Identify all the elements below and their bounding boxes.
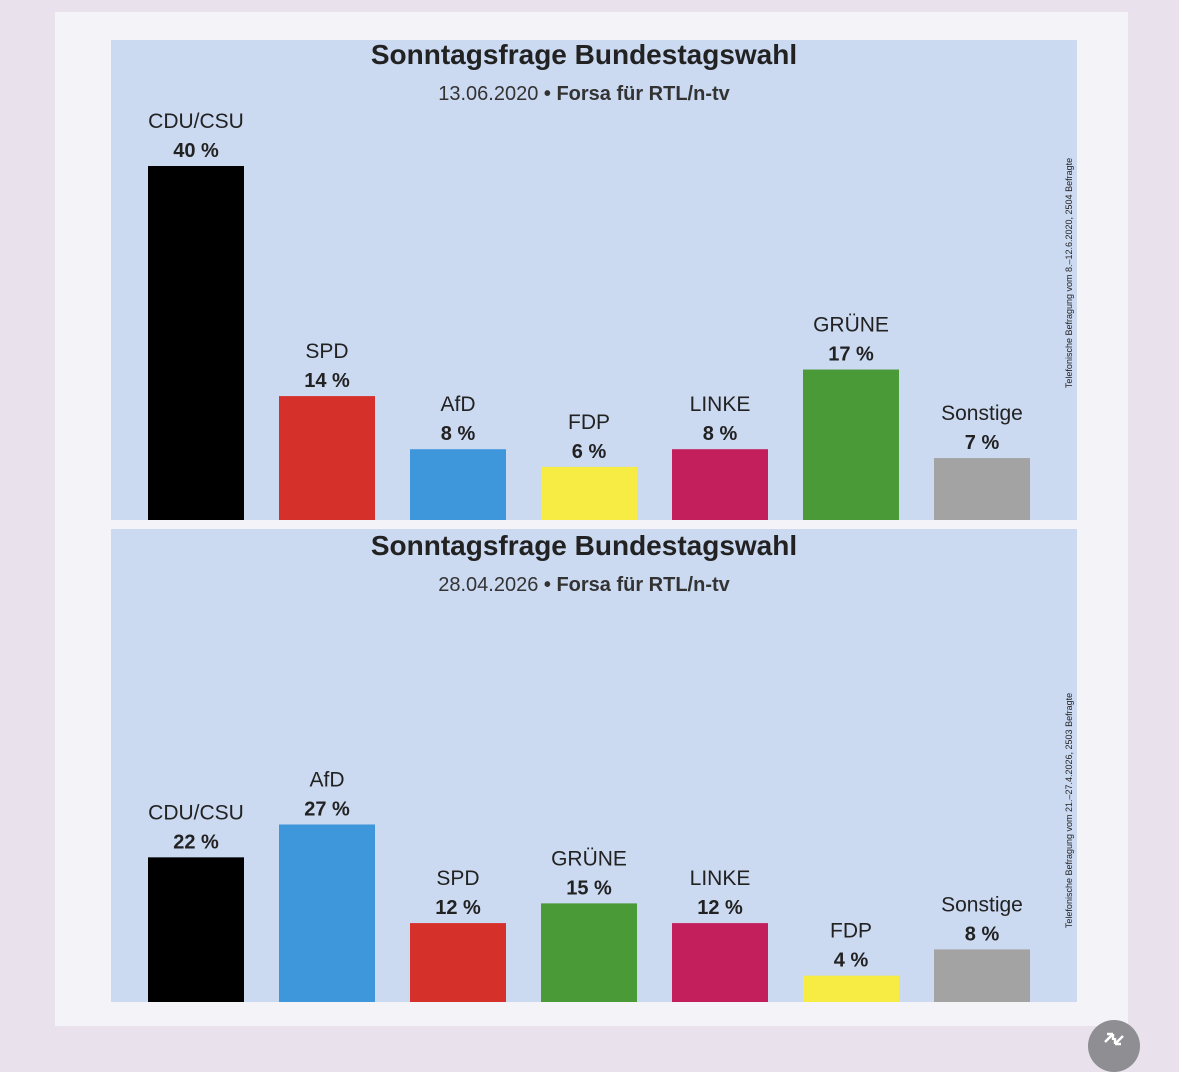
value-label-gr-ne-2020: 17 %: [828, 344, 874, 366]
value-label-linke-2026: 12 %: [697, 897, 743, 919]
category-label-gr-ne-2026: GRÜNE: [551, 847, 627, 870]
category-label-spd-2026: SPD: [436, 867, 479, 890]
bar-afd-2026: [279, 824, 375, 1002]
category-label-fdp-2020: FDP: [568, 411, 610, 434]
category-label-sonstige-2026: Sonstige: [941, 893, 1023, 916]
value-label-afd-2026: 27 %: [304, 798, 350, 820]
value-label-afd-2020: 8 %: [441, 423, 476, 445]
category-label-gr-ne-2020: GRÜNE: [813, 314, 889, 337]
subtitle-date-2026: 28.04.2026: [438, 574, 544, 596]
category-label-afd-2026: AfD: [309, 768, 344, 791]
value-label-spd-2020: 14 %: [304, 370, 350, 392]
subtitle-separator-2026: •: [544, 574, 557, 596]
poll-chart-2020: Sonntagsfrage Bundestagswahl 13.06.2020 •…: [111, 40, 1077, 520]
bar-spd-2026: [410, 923, 506, 1002]
chart-subtitle-2026: 28.04.2026 • Forsa für RTL/n-tv: [438, 574, 730, 596]
chart-title-2026: Sonntagsfrage Bundestagswahl: [371, 530, 797, 561]
bar-linke-2026: [672, 923, 768, 1002]
chart-title-2020: Sonntagsfrage Bundestagswahl: [371, 40, 797, 70]
value-label-fdp-2020: 6 %: [572, 441, 607, 463]
value-label-gr-ne-2026: 15 %: [566, 877, 612, 899]
bar-cdu-csu-2020: [148, 166, 244, 520]
bar-gr-ne-2026: [541, 903, 637, 1002]
side-note-2020: Telefonische Befragung vom 8.–12.6.2020,…: [1064, 158, 1074, 388]
subtitle-source-2020: Forsa für RTL/n-tv: [556, 83, 730, 105]
category-label-cdu-csu-2026: CDU/CSU: [148, 801, 244, 824]
value-label-sonstige-2026: 8 %: [965, 923, 1000, 945]
bar-cdu-csu-2026: [148, 857, 244, 1002]
category-label-afd-2020: AfD: [440, 393, 475, 416]
category-label-linke-2026: LINKE: [690, 867, 751, 890]
bar-afd-2020: [410, 449, 506, 520]
category-label-cdu-csu-2020: CDU/CSU: [148, 110, 244, 133]
chart-svg-2026: Sonntagsfrage Bundestagswahl 28.04.2026 •…: [111, 530, 1077, 1012]
value-label-cdu-csu-2020: 40 %: [173, 140, 219, 162]
subtitle-source-2026: Forsa für RTL/n-tv: [556, 574, 730, 596]
bar-sonstige-2026: [934, 949, 1030, 1002]
bar-fdp-2026: [803, 975, 899, 1002]
bar-sonstige-2020: [934, 458, 1030, 520]
subtitle-separator-2020: •: [544, 83, 557, 105]
category-label-linke-2020: LINKE: [690, 393, 751, 416]
baseline-strip-2026: [111, 1002, 1077, 1012]
value-label-linke-2020: 8 %: [703, 423, 738, 445]
category-label-sonstige-2020: Sonstige: [941, 402, 1023, 425]
chart-svg-2020: Sonntagsfrage Bundestagswahl 13.06.2020 •…: [148, 40, 1074, 520]
value-label-sonstige-2020: 7 %: [965, 432, 1000, 454]
bar-linke-2020: [672, 449, 768, 520]
subtitle-date-2020: 13.06.2020: [438, 83, 544, 105]
chart-subtitle-2020: 13.06.2020 • Forsa für RTL/n-tv: [438, 83, 730, 105]
side-note-2026: Telefonische Befragung vom 21.–27.4.2026…: [1064, 693, 1074, 928]
value-label-cdu-csu-2026: 22 %: [173, 831, 219, 853]
bar-gr-ne-2020: [803, 369, 899, 520]
bar-spd-2020: [279, 396, 375, 520]
value-label-spd-2026: 12 %: [435, 897, 481, 919]
bar-fdp-2020: [541, 466, 637, 520]
value-label-fdp-2026: 4 %: [834, 950, 869, 972]
poll-chart-2026: Sonntagsfrage Bundestagswahl 28.04.2026 •…: [111, 529, 1077, 1012]
playback-icon[interactable]: [1088, 1020, 1140, 1072]
category-label-fdp-2026: FDP: [830, 920, 872, 943]
category-label-spd-2020: SPD: [305, 340, 348, 363]
